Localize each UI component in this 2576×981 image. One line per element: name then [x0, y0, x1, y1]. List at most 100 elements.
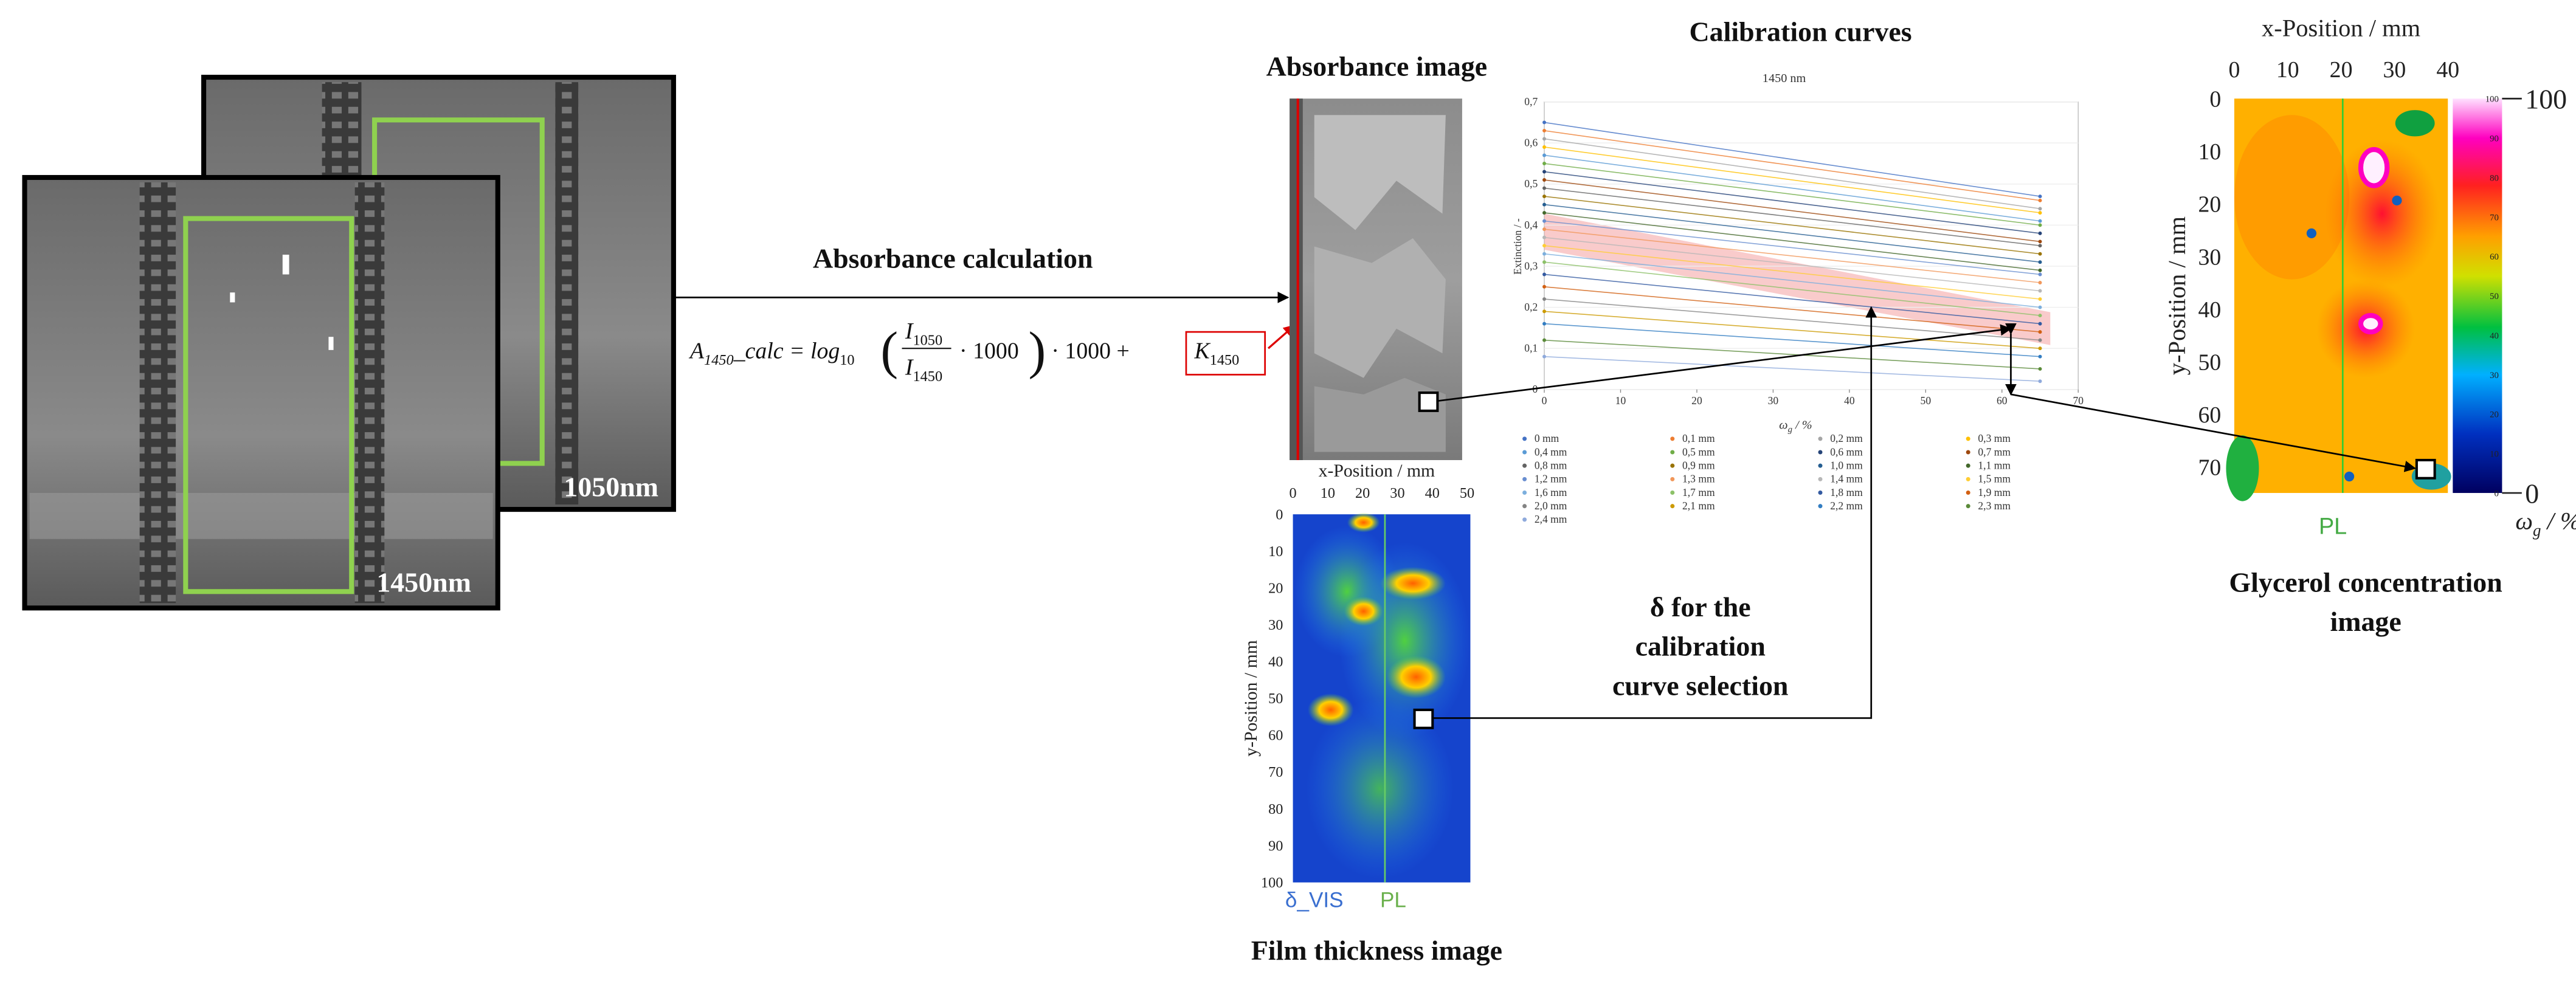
- series-line: [1544, 130, 2040, 201]
- series-line: [1544, 138, 2040, 210]
- y-tick-label: 10: [2198, 139, 2222, 165]
- data-point: [1542, 170, 1547, 174]
- data-point: [2038, 207, 2042, 211]
- x-tick-label: 40: [1425, 485, 1440, 501]
- legend-marker: [1522, 504, 1527, 509]
- legend-label: 0,2 mm: [1830, 432, 1863, 444]
- glycerol-image: [2226, 98, 2502, 501]
- y-tick-label: 20: [1268, 580, 1283, 596]
- data-point: [1542, 284, 1547, 289]
- data-point: [2038, 244, 2042, 248]
- data-point: [2038, 330, 2042, 334]
- data-point: [1542, 309, 1547, 314]
- data-point: [2038, 305, 2042, 309]
- formula-part: _calc = log: [733, 338, 840, 363]
- series-line: [1544, 229, 2040, 283]
- y-tick-label: 30: [2198, 244, 2222, 270]
- series-line: [1544, 253, 2040, 308]
- legend-marker: [1966, 463, 1970, 468]
- data-point: [2038, 194, 2042, 199]
- title-line: image: [2330, 606, 2401, 637]
- series-line: [1544, 236, 2040, 292]
- legend-label: 0,6 mm: [1830, 446, 1863, 458]
- x-axis-label: ωg / %: [1779, 419, 1812, 435]
- series-line: [1544, 154, 2040, 222]
- data-point: [1542, 137, 1547, 141]
- formula-sub: 1450: [913, 368, 943, 385]
- data-point: [1542, 322, 1547, 326]
- series-line: [1544, 187, 2040, 246]
- constant-box: [1185, 331, 1266, 376]
- selection-note: δ for the calibration curve selection: [1612, 591, 1788, 701]
- colorbar-min: 0: [2525, 478, 2539, 509]
- formula-den: I1450: [905, 354, 942, 385]
- data-point: [2038, 338, 2042, 342]
- note-line: curve selection: [1612, 670, 1788, 701]
- arrow: [1432, 306, 1877, 719]
- colorbar-tick-label: 30: [2490, 371, 2499, 380]
- y-tick-label: 70: [1268, 764, 1283, 780]
- data-point: [1542, 260, 1547, 264]
- formula: A1450_calc = log10 ( I1050 I1450 · 1000 …: [688, 318, 1266, 385]
- arrow: [2011, 393, 2417, 472]
- title-line: Glycerol concentration: [2229, 566, 2502, 597]
- arrow: [1437, 324, 2012, 402]
- data-point: [2038, 367, 2042, 371]
- camera-label: 1450nm: [376, 566, 471, 597]
- y-axis-label: y-Position / mm: [1241, 640, 1261, 757]
- legend-label: 0,4 mm: [1535, 446, 1567, 458]
- legend-label: 1,5 mm: [1978, 473, 2011, 485]
- legend-label: 1,4 mm: [1830, 473, 1863, 485]
- colorbar-tick-label: 80: [2490, 173, 2499, 183]
- colorbar-tick-label: 70: [2490, 213, 2499, 222]
- y-tick-label: 0,1: [1524, 342, 1538, 354]
- data-point: [2038, 289, 2042, 293]
- legend-label: 1,3 mm: [1682, 473, 1715, 485]
- data-point: [1542, 252, 1547, 256]
- series-line: [1544, 196, 2040, 255]
- step-label: Absorbance calculation: [813, 243, 1093, 274]
- section-title: Absorbance image: [1266, 50, 1488, 81]
- formula-sub: 1450: [704, 352, 734, 368]
- y-tick-label: 70: [2198, 455, 2222, 480]
- legend-label: 0,5 mm: [1682, 446, 1715, 458]
- series-line: [1544, 356, 2040, 382]
- legend-marker: [1818, 477, 1823, 481]
- y-tick-label: 0,5: [1524, 177, 1538, 190]
- y-tick-label: 0: [1276, 506, 1283, 523]
- data-point: [1542, 211, 1547, 215]
- data-point: [1542, 186, 1547, 190]
- legend-marker: [1818, 463, 1823, 468]
- formula-sub: 1450: [1210, 352, 1240, 368]
- formula-lhs: A1450_calc = log10: [688, 338, 855, 368]
- legend-marker: [1522, 463, 1527, 468]
- x-tick-label: 70: [2073, 394, 2084, 407]
- x-tick-label: 0: [1542, 394, 1547, 407]
- section-title: Glycerol concentration image: [2229, 566, 2502, 637]
- data-point: [2038, 211, 2042, 215]
- formula-paren: (: [880, 322, 898, 380]
- y-tick-label: 0,3: [1524, 260, 1538, 272]
- y-tick-label: 80: [1268, 801, 1283, 818]
- x-tick-label: 10: [1615, 394, 1626, 407]
- series-line: [1544, 179, 2040, 243]
- legend-marker: [1522, 490, 1527, 495]
- legend-marker: [1670, 477, 1675, 481]
- formula-part: A: [688, 338, 705, 363]
- x-tick-label: 50: [1460, 485, 1474, 501]
- y-axis-label: y-Position / mm: [2163, 216, 2191, 375]
- series-line: [1544, 171, 2040, 234]
- data-point: [2038, 281, 2042, 284]
- label-part: / %: [2541, 508, 2576, 535]
- x-tick-label: 40: [1844, 394, 1855, 407]
- y-tick-label: 40: [2198, 297, 2222, 323]
- data-point: [1542, 202, 1547, 207]
- legend-label: 2,4 mm: [1535, 513, 1567, 525]
- legend-marker: [1818, 450, 1823, 455]
- data-point: [1542, 145, 1547, 149]
- legend-label: 0,8 mm: [1535, 460, 1567, 472]
- y-tick-label: 20: [2198, 192, 2222, 218]
- formula-sub: 1050: [913, 332, 943, 349]
- legend-marker: [1818, 436, 1823, 441]
- data-point: [1542, 227, 1547, 232]
